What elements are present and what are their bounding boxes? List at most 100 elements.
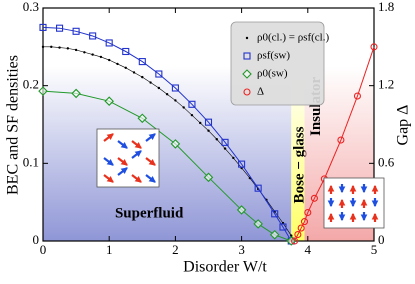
point [221,138,229,146]
point [170,139,181,149]
legend: ρ0(cl.) = ρsf(cl.) ρsf(sw) ρ0(sw) Δ [230,21,329,106]
point [132,71,136,74]
spin-arrow [131,150,142,159]
point [238,160,246,168]
legend-label: ρ0(sw) [257,68,288,80]
spin-arrow [131,140,142,149]
point [199,121,202,125]
point [155,70,163,78]
y2-axis-label: Gap Δ [395,105,412,146]
series-line [43,46,295,242]
point [83,51,86,54]
point [138,58,146,66]
y2-tick-label: 0.6 [378,154,395,169]
y2-tick-label: 1.8 [378,0,394,14]
point [137,113,148,124]
point [190,113,194,117]
point [99,55,103,59]
spin-arrow [103,157,114,166]
point [66,47,70,50]
x-axis-label: Disorder W/t [183,259,267,276]
point [105,39,113,47]
x-tick-label: 1 [106,242,113,257]
point [91,53,94,56]
point [41,45,45,49]
point [215,138,218,141]
point [72,27,80,35]
point [104,96,114,106]
point [89,32,97,40]
point [269,230,280,240]
point [294,230,302,239]
region-label: Superfluid [115,205,184,221]
y2-tick-label: 0 [378,232,385,247]
point [242,69,252,79]
y-tick-label: 0.3 [23,0,39,14]
insets [96,128,385,229]
legend-label: Δ [257,86,264,98]
series-line [42,90,292,242]
x-tick-label: 5 [371,242,378,257]
point [71,88,81,99]
point [174,99,177,102]
point [39,23,47,31]
spin-arrow [117,157,128,166]
legend-label: ρsf(sw) [257,50,290,62]
point [223,147,227,150]
point [149,81,152,84]
legend-box [230,21,325,106]
point [271,210,279,218]
point [182,106,185,109]
point [245,36,249,40]
point [290,234,293,237]
point [291,237,299,245]
x-tick-label: 2 [172,242,179,257]
point [116,62,119,66]
series-line [42,26,292,242]
y-tick-label: 0.2 [23,77,39,92]
legend-label: ρ0(cl.) = ρsf(cl.) [257,32,329,44]
point [207,129,210,132]
spin-arrow [145,157,156,166]
point [203,172,214,183]
spin-arrow [117,167,128,176]
region-label: Bose − glass [291,126,307,203]
point [74,48,78,52]
y-tick-label: 0 [33,232,40,247]
spin-arrow [145,174,156,183]
point [204,118,213,126]
point [297,224,305,232]
spin-arrow [117,140,128,149]
point [300,218,309,226]
point [279,223,287,231]
point [58,46,61,49]
y-axis-label: BEC and SF densities [5,55,22,195]
point [141,75,144,79]
point [370,43,378,51]
point [337,136,345,144]
point [304,208,312,217]
point [232,156,235,160]
x-tick-label: 0 [40,242,47,257]
spin-arrow [103,133,114,142]
point [108,58,111,62]
point [165,93,169,96]
point [157,86,161,90]
point [310,194,318,202]
point [122,47,130,56]
point [124,66,127,70]
x-tick-label: 4 [305,242,312,257]
plot-frame [42,7,375,242]
y-tick-label: 0.1 [23,154,39,169]
x-tick-label: 3 [238,242,245,257]
spin-arrow [145,133,156,142]
plot: 0 1 2 3 4 500.10.20.300.61.21.8 [23,0,395,257]
point [243,88,251,96]
point [171,84,179,92]
point [50,45,53,49]
point [55,24,64,32]
point [188,100,196,108]
point [236,205,247,215]
point [353,92,362,100]
point [253,219,263,229]
